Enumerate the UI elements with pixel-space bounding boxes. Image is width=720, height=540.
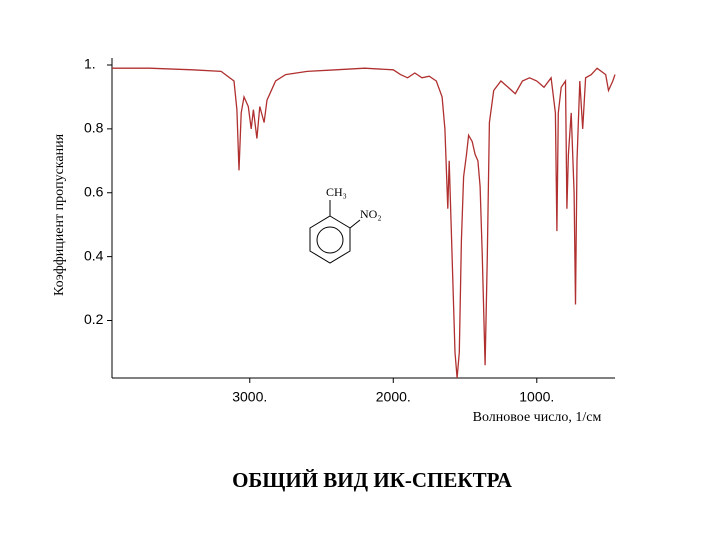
caption: ОБЩИЙ ВИД ИК-СПЕКТРА	[232, 468, 513, 492]
y-tick-label: 0.8	[84, 120, 104, 136]
y-tick-label: 0.4	[84, 247, 104, 263]
annotation: NO₂	[360, 207, 382, 221]
molecule	[309, 200, 361, 264]
x-tick-label: 2000.	[376, 389, 411, 405]
y-tick-label: 1.	[84, 56, 96, 72]
y-tick-label: 0.6	[84, 183, 104, 199]
x-tick-label: 1000.	[519, 389, 554, 405]
spectrum-line	[112, 67, 616, 379]
y-tick-label: 0.2	[84, 311, 104, 327]
x-tick-label: 3000.	[232, 389, 267, 405]
y-axis-label: Коэффициент пропускания	[52, 133, 67, 296]
x-axis-label: Волновое число, 1/см	[473, 410, 602, 425]
annotation: CH₃	[326, 185, 347, 199]
